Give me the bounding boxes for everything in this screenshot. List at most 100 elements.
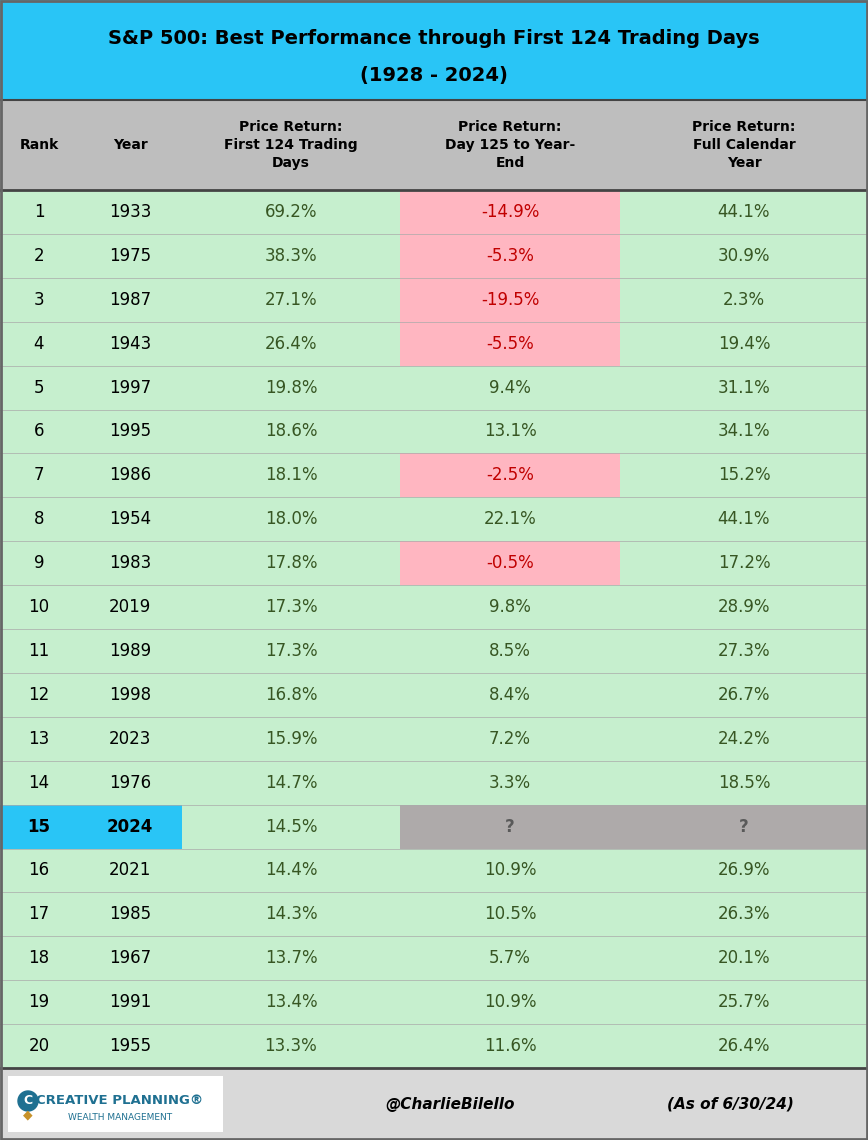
Text: 27.1%: 27.1% — [265, 291, 318, 309]
Text: Rank: Rank — [19, 138, 59, 152]
Text: 22.1%: 22.1% — [483, 511, 536, 528]
Bar — [0, 542, 868, 585]
Text: (As of 6/30/24): (As of 6/30/24) — [667, 1097, 793, 1112]
Text: 1989: 1989 — [109, 642, 151, 660]
Text: 24.2%: 24.2% — [718, 730, 770, 748]
Text: 19.8%: 19.8% — [265, 378, 317, 397]
Bar — [400, 454, 620, 497]
Bar — [400, 234, 620, 278]
Text: 17.3%: 17.3% — [265, 598, 318, 616]
Text: 10.9%: 10.9% — [483, 993, 536, 1011]
Text: ?: ? — [740, 817, 749, 836]
Text: 13.7%: 13.7% — [265, 950, 318, 967]
Bar — [0, 717, 868, 760]
Text: 26.9%: 26.9% — [718, 862, 770, 879]
Text: 13.4%: 13.4% — [265, 993, 318, 1011]
Text: 12: 12 — [29, 686, 49, 703]
Text: 1991: 1991 — [108, 993, 151, 1011]
Bar — [0, 190, 868, 234]
Bar — [0, 980, 868, 1024]
Text: 19: 19 — [29, 993, 49, 1011]
Text: 10.9%: 10.9% — [483, 862, 536, 879]
Text: ◆: ◆ — [23, 1108, 33, 1122]
Text: 18.5%: 18.5% — [718, 774, 770, 791]
Text: 1986: 1986 — [109, 466, 151, 484]
Text: (1928 - 2024): (1928 - 2024) — [360, 65, 508, 84]
Bar — [0, 936, 868, 980]
Text: 18.1%: 18.1% — [265, 466, 318, 484]
Text: 18: 18 — [29, 950, 49, 967]
Bar — [400, 542, 620, 585]
Text: 17.2%: 17.2% — [718, 554, 770, 572]
Bar — [0, 321, 868, 366]
Text: 1976: 1976 — [109, 774, 151, 791]
Text: 14: 14 — [29, 774, 49, 791]
Text: 38.3%: 38.3% — [265, 247, 318, 264]
Text: 26.4%: 26.4% — [718, 1037, 770, 1054]
Text: 11: 11 — [29, 642, 49, 660]
Text: ?: ? — [505, 817, 515, 836]
Text: 1997: 1997 — [109, 378, 151, 397]
Text: 8.4%: 8.4% — [489, 686, 531, 703]
Text: 2: 2 — [34, 247, 44, 264]
Text: -5.5%: -5.5% — [486, 335, 534, 352]
Text: 1975: 1975 — [109, 247, 151, 264]
Text: 14.4%: 14.4% — [265, 862, 317, 879]
Text: 15: 15 — [28, 817, 50, 836]
Text: 18.6%: 18.6% — [265, 423, 317, 440]
Bar — [0, 1068, 868, 1140]
Text: -2.5%: -2.5% — [486, 466, 534, 484]
Text: 4: 4 — [34, 335, 44, 352]
Text: 26.7%: 26.7% — [718, 686, 770, 703]
Text: 2.3%: 2.3% — [723, 291, 765, 309]
Text: 3.3%: 3.3% — [489, 774, 531, 791]
Text: 44.1%: 44.1% — [718, 511, 770, 528]
Bar — [400, 805, 868, 848]
Text: 19.4%: 19.4% — [718, 335, 770, 352]
Bar — [0, 234, 868, 278]
Text: 2021: 2021 — [108, 862, 151, 879]
Bar — [400, 321, 620, 366]
Text: 20.1%: 20.1% — [718, 950, 770, 967]
Bar — [0, 893, 868, 936]
Text: 13.3%: 13.3% — [265, 1037, 318, 1054]
Text: 11.6%: 11.6% — [483, 1037, 536, 1054]
Text: 1995: 1995 — [109, 423, 151, 440]
Text: 16: 16 — [29, 862, 49, 879]
Bar — [0, 585, 868, 629]
Bar — [0, 673, 868, 717]
Text: 27.3%: 27.3% — [718, 642, 770, 660]
Text: 26.3%: 26.3% — [718, 905, 770, 923]
Text: 5: 5 — [34, 378, 44, 397]
Bar — [0, 497, 868, 542]
Text: 8: 8 — [34, 511, 44, 528]
Text: 13.1%: 13.1% — [483, 423, 536, 440]
Bar — [0, 848, 868, 893]
Text: 14.7%: 14.7% — [265, 774, 317, 791]
Text: 9.4%: 9.4% — [489, 378, 531, 397]
Text: 8.5%: 8.5% — [489, 642, 531, 660]
Bar — [0, 454, 868, 497]
Bar — [0, 366, 868, 409]
Text: 18.0%: 18.0% — [265, 511, 317, 528]
Bar — [8, 1076, 223, 1132]
Text: 1943: 1943 — [108, 335, 151, 352]
Circle shape — [18, 1091, 38, 1112]
Bar — [0, 278, 868, 321]
Text: 15.2%: 15.2% — [718, 466, 770, 484]
Text: 2019: 2019 — [108, 598, 151, 616]
Text: 6: 6 — [34, 423, 44, 440]
Text: WEALTH MANAGEMENT: WEALTH MANAGEMENT — [68, 1113, 172, 1122]
Text: S&P 500: Best Performance through First 124 Trading Days: S&P 500: Best Performance through First … — [108, 28, 760, 48]
Text: -5.3%: -5.3% — [486, 247, 534, 264]
Text: 28.9%: 28.9% — [718, 598, 770, 616]
Bar — [0, 100, 868, 190]
Text: 14.3%: 14.3% — [265, 905, 318, 923]
Text: 31.1%: 31.1% — [718, 378, 771, 397]
Text: 14.5%: 14.5% — [265, 817, 317, 836]
Text: -14.9%: -14.9% — [481, 203, 539, 221]
Text: 1933: 1933 — [108, 203, 151, 221]
Text: 1954: 1954 — [109, 511, 151, 528]
Text: 7.2%: 7.2% — [489, 730, 531, 748]
Text: Price Return:
Day 125 to Year-
End: Price Return: Day 125 to Year- End — [445, 120, 575, 170]
